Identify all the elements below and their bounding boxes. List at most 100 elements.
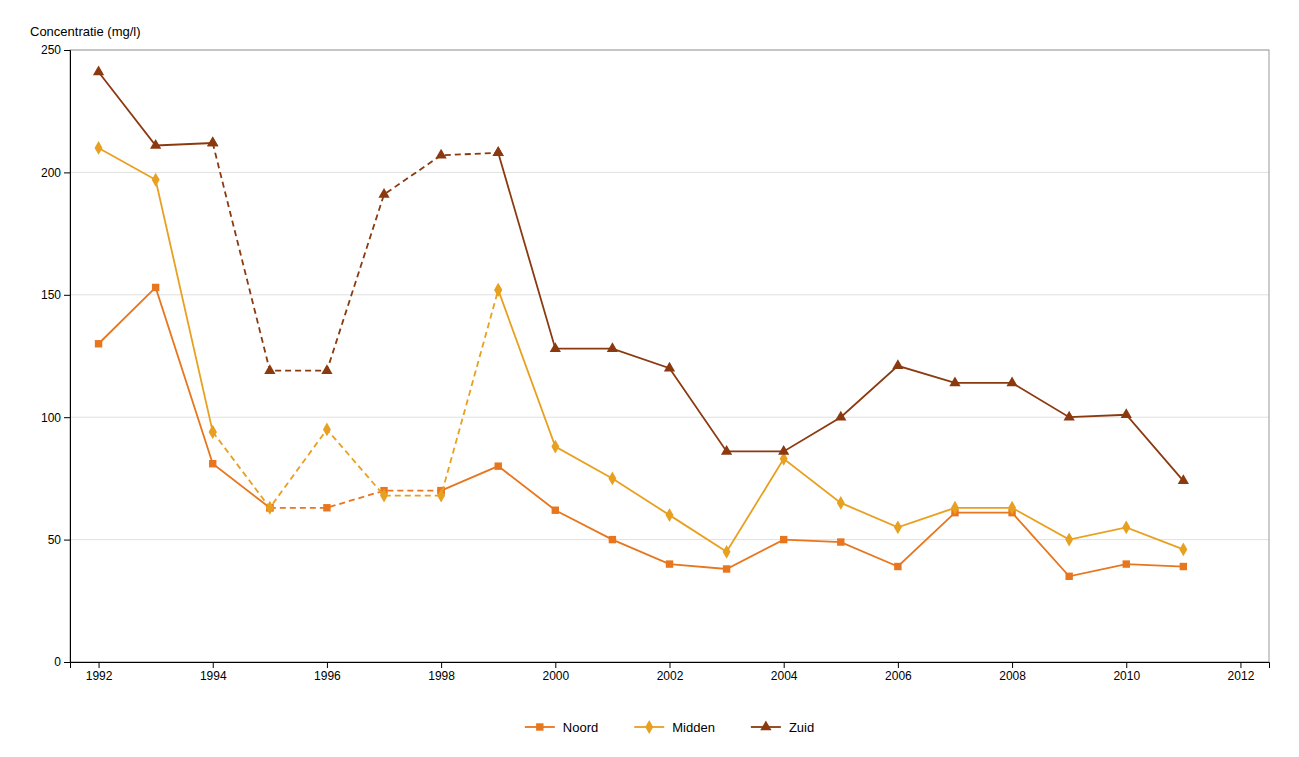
- legend-item: Zuid: [751, 720, 814, 735]
- point: [894, 563, 901, 570]
- point: [1180, 563, 1187, 570]
- x-tick: 1996: [314, 662, 341, 683]
- legend: NoordMiddenZuid: [525, 720, 814, 735]
- point: [1121, 408, 1132, 418]
- legend-symbol: [645, 720, 653, 734]
- x-tick: 2000: [542, 662, 569, 683]
- x-tick: 1994: [200, 662, 227, 683]
- x-tick-mark: [1240, 662, 1241, 668]
- y-tick: 200: [41, 166, 70, 180]
- point: [321, 364, 332, 374]
- point: [723, 545, 731, 559]
- point: [209, 425, 217, 439]
- y-tick-mark: [64, 417, 70, 418]
- point: [493, 146, 504, 156]
- point: [380, 489, 388, 503]
- x-tick: 1992: [86, 662, 113, 683]
- point: [835, 411, 846, 421]
- series-line: [498, 290, 1183, 552]
- y-tick: 0: [54, 655, 70, 669]
- point: [494, 283, 502, 297]
- point: [152, 173, 160, 187]
- y-tick-mark: [64, 172, 70, 173]
- x-tick-label: 1994: [200, 669, 227, 683]
- series-line: [498, 153, 1183, 481]
- grid-line: [70, 172, 1269, 173]
- point: [93, 66, 104, 76]
- series-markers: [95, 141, 217, 439]
- point: [892, 359, 903, 369]
- x-tick: 2006: [885, 662, 912, 683]
- point: [837, 538, 844, 545]
- x-tick-label: 2008: [999, 669, 1026, 683]
- point: [607, 342, 618, 352]
- x-tick-label: 1998: [428, 669, 455, 683]
- chart: 1992199419961998200020022004200620082010…: [0, 0, 1299, 757]
- x-tick: 2010: [1113, 662, 1140, 683]
- point: [951, 501, 959, 515]
- x-tick: 2012: [1228, 662, 1255, 683]
- point: [666, 508, 674, 522]
- y-tick: 50: [48, 533, 70, 547]
- x-tick: 2002: [657, 662, 684, 683]
- x-tick-mark: [1012, 662, 1013, 668]
- y-tick-label: 50: [48, 533, 62, 547]
- point: [495, 462, 502, 469]
- point: [493, 146, 504, 156]
- series-markers: [207, 137, 504, 374]
- point: [664, 362, 675, 372]
- y-axis-line: [64, 51, 71, 663]
- x-tick-mark: [213, 662, 214, 668]
- x-tick-label: 2002: [657, 669, 684, 683]
- series-markers: [494, 283, 1187, 559]
- point: [266, 501, 274, 515]
- y-axis: 0 50 100 150 200 250: [41, 43, 71, 669]
- y-tick-mark: [64, 295, 70, 296]
- point: [494, 283, 502, 297]
- y-tick-label: 100: [41, 411, 61, 425]
- x-tick-label: 2004: [771, 669, 798, 683]
- x-axis-line: [71, 663, 1270, 669]
- x-tick-mark: [670, 662, 671, 668]
- point: [1064, 411, 1075, 421]
- point: [778, 445, 789, 455]
- point: [150, 139, 161, 149]
- x-tick-label: 2000: [542, 669, 569, 683]
- y-tick-label: 250: [41, 43, 61, 57]
- series-markers: [93, 66, 218, 149]
- x-tick: 1998: [428, 662, 455, 683]
- point: [609, 536, 616, 543]
- series-line: [99, 72, 213, 145]
- x-tick: 2008: [999, 662, 1026, 683]
- y-tick: 250: [41, 43, 70, 57]
- point: [95, 340, 102, 347]
- point: [323, 504, 330, 511]
- x-axis: 1992 1994 1996 1998 2000 2002 2004 2006 2008 2010…: [71, 662, 1270, 683]
- y-tick-mark: [64, 540, 70, 541]
- y-tick-mark: [64, 50, 70, 51]
- series-markers: [266, 487, 445, 512]
- point: [1178, 474, 1189, 484]
- point: [666, 560, 673, 567]
- series-line: [270, 491, 441, 508]
- point: [551, 440, 559, 454]
- x-tick-mark: [898, 662, 899, 668]
- series-markers: [95, 284, 274, 512]
- point: [435, 149, 446, 159]
- point: [1123, 560, 1130, 567]
- x-tick-mark: [784, 662, 785, 668]
- y-tick: 100: [41, 411, 70, 425]
- x-tick-mark: [555, 662, 556, 668]
- y-tick-label: 150: [41, 288, 61, 302]
- point: [550, 342, 561, 352]
- point: [552, 507, 559, 514]
- point: [1122, 520, 1130, 534]
- legend-label: Zuid: [789, 720, 814, 735]
- marks: [93, 66, 1189, 581]
- grid-line: [70, 539, 1269, 540]
- x-tick-label: 2012: [1228, 669, 1255, 683]
- x-tick-mark: [99, 662, 100, 668]
- legend-symbol: [536, 723, 543, 730]
- point: [721, 445, 732, 455]
- y-tick-mark: [64, 662, 70, 663]
